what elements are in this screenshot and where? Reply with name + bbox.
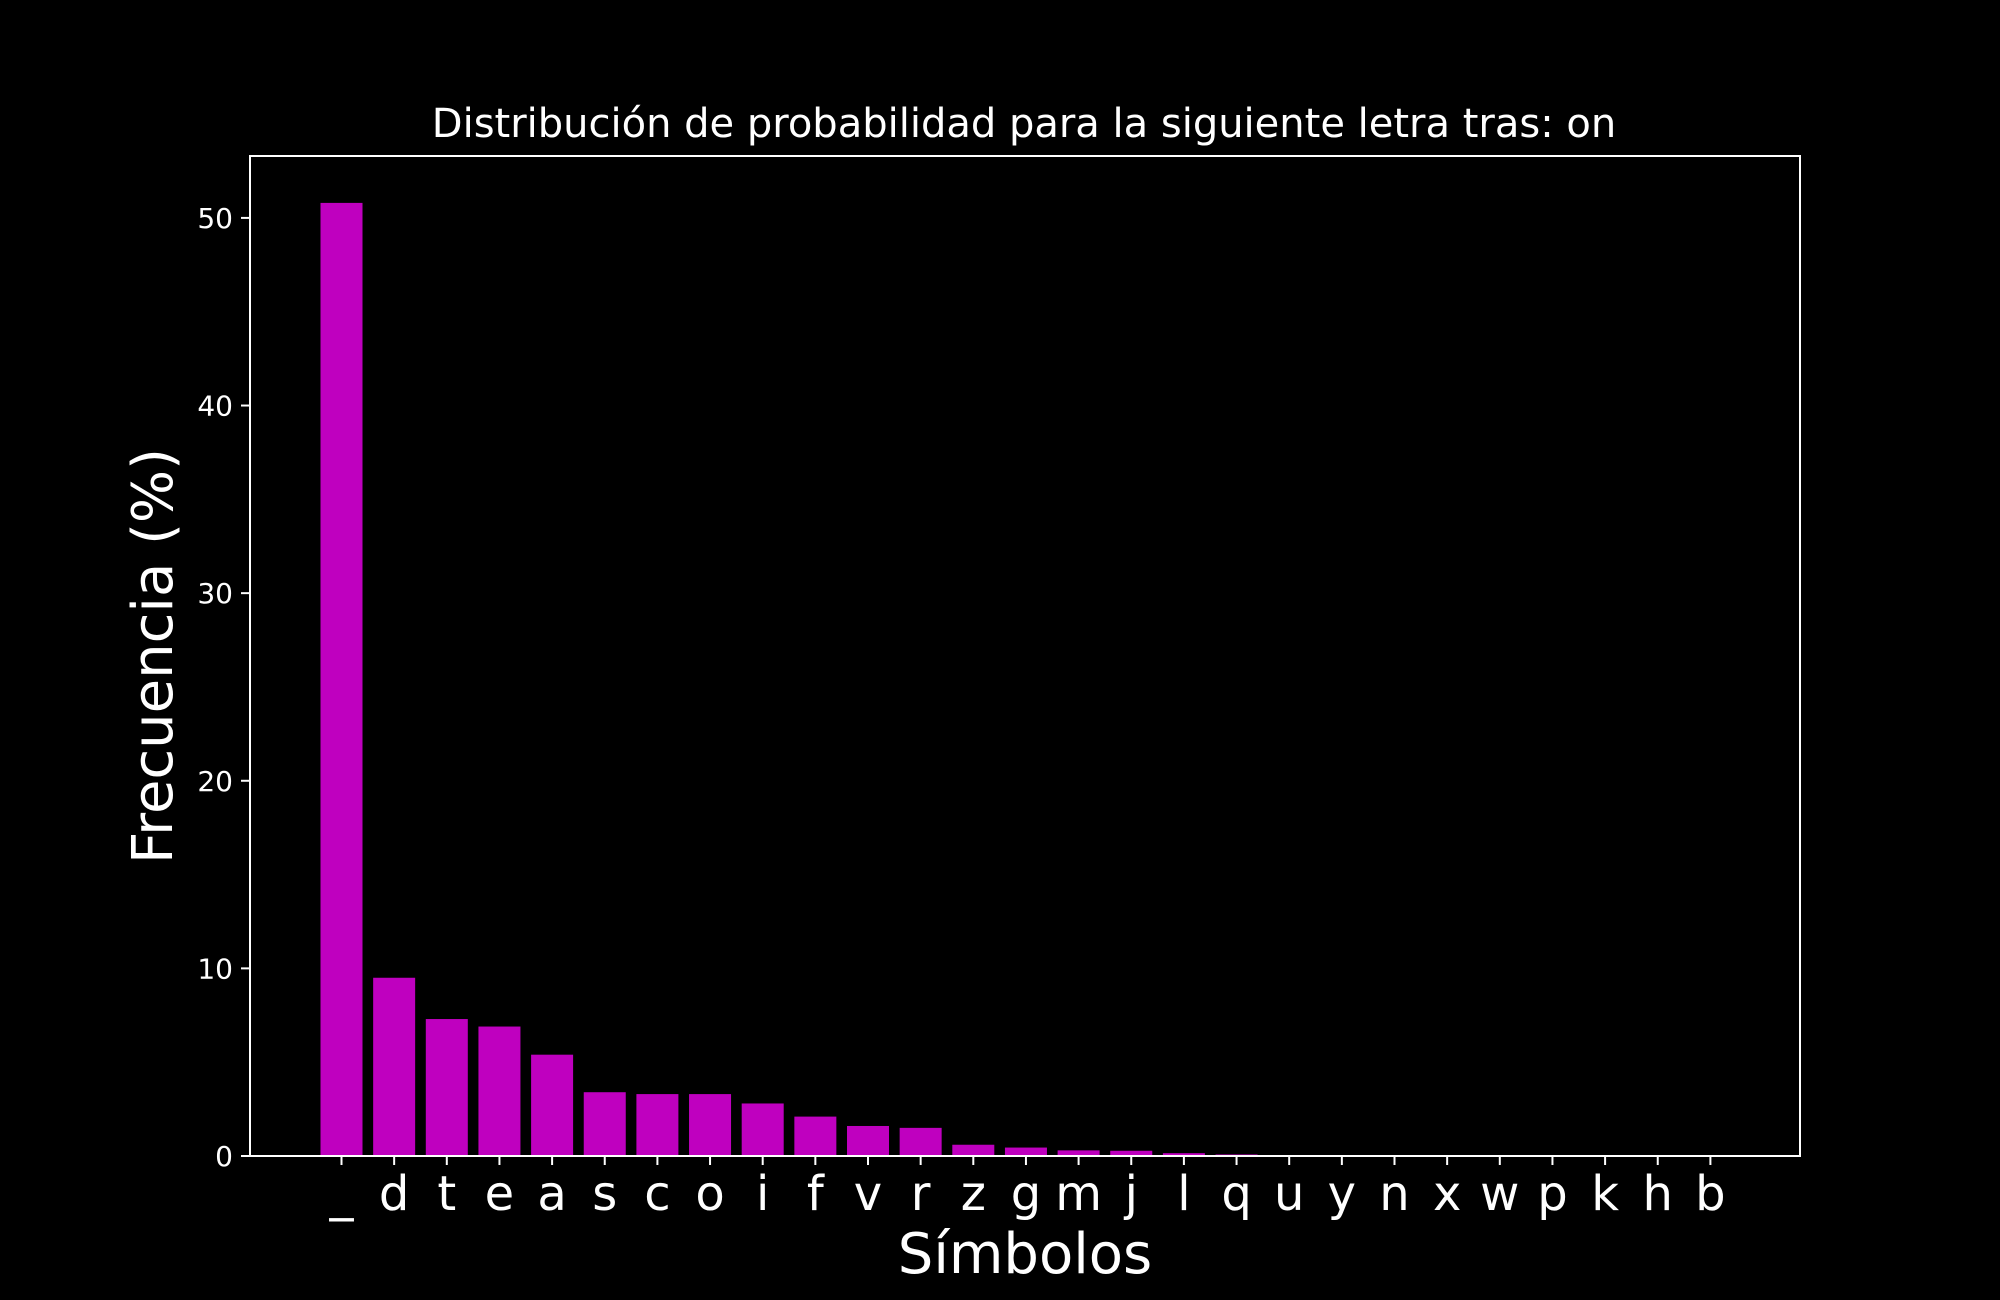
- x-tick-label: l: [1177, 1166, 1190, 1222]
- chart-title: Distribución de probabilidad para la sig…: [432, 101, 1616, 147]
- x-tick-label: r: [911, 1166, 931, 1222]
- y-tick-label: 30: [197, 577, 233, 610]
- x-tick-label: a: [537, 1166, 566, 1222]
- x-tick-label: q: [1221, 1166, 1251, 1222]
- x-ticks-group: _ d t e a s c o i f v r z g m j l q u y n x w p k h b: [329, 1156, 1726, 1222]
- x-tick-label: h: [1643, 1166, 1673, 1222]
- x-tick-label: d: [379, 1166, 409, 1222]
- x-tick-label: g: [1011, 1166, 1041, 1222]
- x-tick-label: s: [592, 1166, 617, 1222]
- x-tick-label: c: [644, 1166, 670, 1222]
- bar-l: [1162, 1153, 1205, 1156]
- x-tick-label: x: [1433, 1166, 1461, 1222]
- x-tick-label: p: [1537, 1166, 1567, 1222]
- x-tick-label: e: [485, 1166, 515, 1222]
- bar-f: [794, 1116, 837, 1156]
- y-tick-label: 50: [197, 202, 233, 235]
- y-axis-label: Frecuencia (%): [121, 448, 186, 864]
- bar-m: [1057, 1150, 1100, 1156]
- bar-i: [741, 1103, 784, 1156]
- x-tick-label: k: [1591, 1166, 1619, 1222]
- bar-a: [531, 1054, 574, 1156]
- y-tick-label: 20: [197, 765, 233, 798]
- x-tick-label: j: [1124, 1166, 1138, 1222]
- x-tick-label: _: [329, 1166, 355, 1222]
- bar-o: [689, 1094, 732, 1156]
- x-tick-label: m: [1055, 1166, 1102, 1222]
- x-tick-label: b: [1695, 1166, 1725, 1222]
- x-tick-label: y: [1328, 1166, 1356, 1222]
- bar-j: [1110, 1150, 1153, 1156]
- x-tick-label: n: [1379, 1166, 1409, 1222]
- x-tick-label: v: [854, 1166, 882, 1222]
- plot-frame: [249, 155, 1801, 1157]
- x-tick-label: w: [1480, 1166, 1519, 1222]
- y-tick-label: 0: [215, 1140, 233, 1173]
- y-tick-label: 10: [197, 952, 233, 985]
- x-tick-label: z: [961, 1166, 986, 1222]
- bar-t: [425, 1019, 468, 1156]
- x-tick-label: f: [807, 1166, 825, 1222]
- x-tick-label: o: [695, 1166, 724, 1222]
- bar-underscore: [320, 202, 363, 1156]
- bars-group: [320, 202, 1732, 1156]
- x-axis-label: Símbolos: [898, 1222, 1152, 1287]
- x-tick-label: i: [756, 1166, 769, 1222]
- bar-g: [1004, 1147, 1047, 1156]
- bar-z: [952, 1144, 995, 1156]
- y-tick-label: 40: [197, 390, 233, 423]
- y-ticks-group: 0 10 20 30 40 50: [197, 202, 250, 1173]
- bar-r: [899, 1127, 942, 1156]
- bar-d: [373, 977, 416, 1156]
- x-tick-label: u: [1274, 1166, 1304, 1222]
- bar-e: [478, 1026, 521, 1156]
- bar-v: [847, 1125, 889, 1156]
- bar-c: [636, 1094, 679, 1156]
- bar-s: [583, 1092, 626, 1156]
- x-tick-label: t: [437, 1166, 456, 1222]
